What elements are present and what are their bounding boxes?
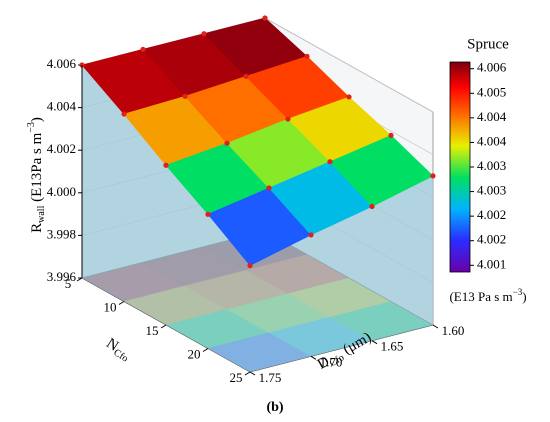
data-point bbox=[262, 15, 268, 21]
data-point bbox=[247, 262, 253, 269]
data-point bbox=[327, 159, 333, 165]
tick-mark bbox=[371, 340, 378, 345]
colorbar-tick-label: 4.003 bbox=[477, 183, 506, 198]
x-tick-label: 5 bbox=[65, 276, 72, 291]
y-tick-label: 1.75 bbox=[259, 370, 282, 385]
x-tick-label: 25 bbox=[230, 370, 243, 385]
data-point bbox=[243, 73, 249, 79]
data-point bbox=[266, 185, 272, 191]
z-tick-label: 4.004 bbox=[47, 99, 77, 114]
tick-mark bbox=[310, 355, 317, 360]
colorbar-tick-label: 4.003 bbox=[477, 158, 506, 173]
x-tick-label: 20 bbox=[188, 346, 201, 361]
x-tick-label: 15 bbox=[146, 323, 159, 338]
colorbar-tick-label: 4.006 bbox=[477, 60, 507, 75]
tick-mark bbox=[76, 277, 83, 282]
colorbar-tick-label: 4.004 bbox=[477, 109, 507, 124]
data-point bbox=[205, 211, 211, 217]
colorbar bbox=[449, 61, 471, 273]
plot-3d: 3.996 3.998 4.000 4.002 4.004 4.006 5 10 15 20 25 1… bbox=[47, 15, 465, 385]
data-point bbox=[201, 31, 207, 37]
data-point bbox=[182, 93, 188, 99]
data-point bbox=[224, 140, 230, 146]
colorbar-tick-label: 4.004 bbox=[477, 133, 507, 148]
x-axis-label: NCfo bbox=[102, 336, 133, 365]
side-curtain bbox=[82, 65, 250, 372]
colorbar-tick-label: 4.002 bbox=[477, 232, 506, 247]
y-tick-label: 1.65 bbox=[381, 339, 404, 354]
z-axis-label: Rwall (E13Pa s m−3) bbox=[26, 117, 47, 233]
tick-mark bbox=[244, 371, 251, 376]
data-point bbox=[285, 116, 291, 122]
z-tick-label: 3.998 bbox=[47, 226, 76, 241]
data-point bbox=[140, 46, 146, 52]
z-tick-label: 3.996 bbox=[47, 269, 77, 284]
y-tick-label: 1.60 bbox=[442, 323, 465, 338]
z-tick-label: 4.000 bbox=[47, 184, 76, 199]
data-point bbox=[369, 203, 375, 210]
y-tick-label: 1.70 bbox=[320, 354, 343, 369]
colorbar-title: Spruce bbox=[467, 36, 509, 52]
x-tick-label: 10 bbox=[104, 299, 117, 314]
data-point bbox=[304, 53, 310, 60]
z-tick-label: 4.006 bbox=[47, 56, 77, 71]
caption: (b) bbox=[266, 400, 283, 415]
colorbar-tick-label: 4.005 bbox=[477, 84, 506, 99]
data-point bbox=[346, 94, 352, 100]
data-point bbox=[430, 173, 436, 179]
z-tick-label: 4.002 bbox=[47, 141, 76, 156]
data-point bbox=[121, 111, 127, 117]
tick-mark bbox=[249, 371, 256, 376]
colorbar-unit: (E13 Pa s m−3) bbox=[449, 287, 526, 304]
data-point bbox=[308, 232, 314, 238]
tick-mark bbox=[202, 348, 209, 352]
tick-mark bbox=[160, 324, 167, 329]
colorbar-tick-label: 4.001 bbox=[477, 256, 506, 271]
data-point bbox=[163, 162, 169, 168]
tick-mark bbox=[432, 324, 439, 329]
tick-mark bbox=[118, 301, 125, 305]
side-curtain bbox=[250, 175, 433, 372]
data-point bbox=[388, 132, 394, 138]
colorbar-tick-label: 4.002 bbox=[477, 207, 506, 222]
